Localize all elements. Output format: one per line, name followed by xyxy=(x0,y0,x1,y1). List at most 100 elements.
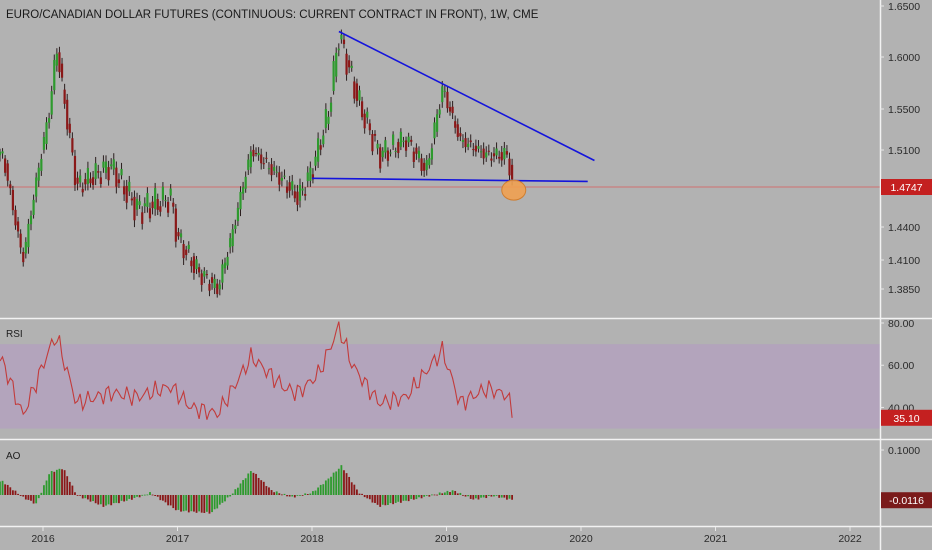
candle xyxy=(14,205,17,230)
ao-bar-up xyxy=(239,483,242,495)
candle-body-up xyxy=(50,91,53,115)
candle xyxy=(91,170,95,190)
ao-bar-up xyxy=(482,495,485,498)
candle xyxy=(319,139,322,156)
candle xyxy=(0,148,2,162)
candle xyxy=(200,269,203,292)
candle-body-down xyxy=(363,113,366,129)
rsi-last-tag: 35.10 xyxy=(881,409,932,426)
ao-bar-up xyxy=(107,495,110,505)
candle-body-up xyxy=(223,262,227,269)
ao-bar-down xyxy=(348,476,351,495)
candle xyxy=(448,101,452,116)
ao-bar-down xyxy=(265,486,268,495)
ao-bar-down xyxy=(384,495,387,506)
y-axis-ticks: 1.6500 1.6000 1.5500 1.5100 1.4400 1.4100 1.38… xyxy=(880,1,920,457)
ao-bar-down xyxy=(503,495,506,498)
ao-bar-down xyxy=(180,495,182,512)
ao-bar-up xyxy=(446,490,449,495)
ao-bar-up xyxy=(244,478,247,495)
ao-bar-down xyxy=(420,495,423,499)
ao-bar-up xyxy=(508,495,511,499)
candle xyxy=(138,195,141,209)
ao-bar-up xyxy=(226,495,229,498)
candle xyxy=(415,143,418,160)
candle-body-up xyxy=(29,215,33,225)
candle-body-down xyxy=(508,158,511,176)
ao-bar-down xyxy=(345,473,348,495)
ao-bar-up xyxy=(402,495,405,501)
trend-line-support[interactable] xyxy=(311,177,588,183)
candle xyxy=(143,197,146,214)
candle-body-up xyxy=(273,167,276,171)
ao-bar-up xyxy=(330,476,332,495)
candle xyxy=(221,259,224,290)
candle-body-down xyxy=(133,196,136,221)
ao-bar-up xyxy=(296,495,299,496)
candle xyxy=(4,155,7,177)
candle-body-down xyxy=(423,162,426,171)
candle-body-down xyxy=(487,150,490,152)
candle-body-up xyxy=(433,122,436,139)
candle-body-up xyxy=(249,151,252,168)
candle-body-up xyxy=(42,137,46,150)
rsi-layer xyxy=(0,321,513,420)
candle-body-up xyxy=(86,167,90,184)
candle-body-down xyxy=(397,142,400,153)
ao-bar-down xyxy=(358,493,361,495)
candle xyxy=(420,153,423,176)
candle xyxy=(223,257,227,274)
ao-bar-up xyxy=(185,495,188,511)
candle xyxy=(495,142,498,160)
candle-body-down xyxy=(342,39,346,45)
candle-body-up xyxy=(461,140,465,142)
highlight-circle[interactable] xyxy=(501,179,527,201)
ao-bar-up xyxy=(35,495,38,504)
ao-bar-up xyxy=(231,493,234,495)
ao-bar-down xyxy=(151,494,154,496)
candle xyxy=(423,158,426,178)
candle xyxy=(187,241,190,253)
candle xyxy=(371,130,374,156)
candle xyxy=(267,162,271,175)
candle xyxy=(16,217,20,238)
candle xyxy=(73,149,77,191)
candle-body-up xyxy=(244,176,247,189)
ao-bar-down xyxy=(506,495,508,500)
candle-body-up xyxy=(234,225,237,229)
candle xyxy=(130,192,133,206)
ao-bar-up xyxy=(291,495,294,497)
candle-body-up xyxy=(40,158,43,171)
ao-bar-up xyxy=(319,484,322,495)
candle-body-down xyxy=(278,172,281,185)
candle-body-up xyxy=(291,181,294,190)
candle-body-up xyxy=(309,167,312,181)
chart-title: EURO/CANADIAN DOLLAR FUTURES (CONTINUOUS… xyxy=(6,9,539,21)
candle xyxy=(335,47,338,83)
ao-bar-down xyxy=(66,476,69,495)
candle-body-down xyxy=(386,150,390,161)
candle-body-up xyxy=(110,164,113,167)
candle xyxy=(89,172,92,188)
ao-bar-up xyxy=(143,494,146,496)
candle xyxy=(479,145,483,159)
candle-body-up xyxy=(231,229,234,247)
candle-body-up xyxy=(428,158,431,166)
candle xyxy=(141,206,144,230)
candle-body-up xyxy=(479,151,483,153)
candle xyxy=(22,247,25,267)
candle xyxy=(386,147,390,167)
ao-bar-down xyxy=(17,493,19,495)
trend-lines[interactable] xyxy=(311,30,595,201)
candle-body-down xyxy=(117,179,121,184)
trend-line-resistance[interactable] xyxy=(338,30,595,162)
ao-bar-up xyxy=(136,495,138,497)
price-last-tag-bg xyxy=(881,179,932,195)
candle xyxy=(216,278,219,298)
candle-body-down xyxy=(99,177,102,184)
ao-bar-down xyxy=(68,481,71,495)
candle xyxy=(247,154,250,176)
candle xyxy=(500,145,503,167)
candle xyxy=(337,43,340,57)
